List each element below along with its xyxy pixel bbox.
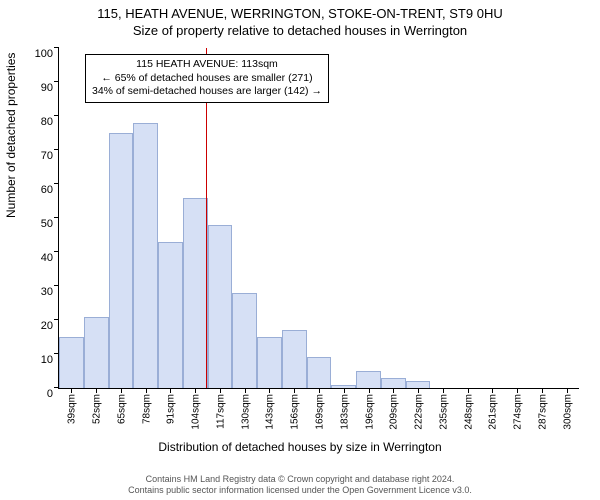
x-tick-label: 104sqm [189,394,202,430]
x-tick-mark [121,388,122,393]
histogram-bar [232,293,257,388]
x-tick-label: 78sqm [139,394,152,424]
x-tick-mark [393,388,394,393]
x-tick-label: 209sqm [387,394,400,430]
histogram-bar [381,378,406,388]
x-tick-label: 261sqm [486,394,499,430]
y-tick-label: 70 [41,150,59,162]
y-tick-label: 100 [35,48,59,60]
x-tick-label: 274sqm [511,394,524,430]
y-tick-mark [54,183,59,184]
x-axis-label: Distribution of detached houses by size … [0,440,600,454]
footer-line1: Contains HM Land Registry data © Crown c… [0,474,600,485]
histogram-bar [257,337,282,388]
y-tick-mark [54,285,59,286]
x-tick-label: 39sqm [65,394,78,424]
x-tick-mark [492,388,493,393]
y-tick-label: 40 [41,252,59,264]
x-tick-mark [369,388,370,393]
x-tick-mark [319,388,320,393]
y-tick-label: 0 [47,388,59,400]
histogram-bar [183,198,208,388]
x-tick-label: 300sqm [560,394,573,430]
x-tick-mark [245,388,246,393]
annotation-line1: 115 HEATH AVENUE: 113sqm [92,58,322,72]
y-axis-label: Number of detached properties [4,53,18,218]
histogram-bar [158,242,183,388]
chart-title: 115, HEATH AVENUE, WERRINGTON, STOKE-ON-… [0,0,600,21]
footer-attribution: Contains HM Land Registry data © Crown c… [0,474,600,496]
x-tick-label: 117sqm [213,394,226,429]
annotation-line3: 34% of semi-detached houses are larger (… [92,85,322,99]
x-tick-mark [195,388,196,393]
x-tick-mark [294,388,295,393]
x-tick-mark [269,388,270,393]
plot-area: 115 HEATH AVENUE: 113sqm ← 65% of detach… [58,48,579,389]
x-tick-label: 196sqm [362,394,375,430]
x-tick-mark [517,388,518,393]
histogram-bar [356,371,381,388]
x-tick-mark [170,388,171,393]
y-tick-label: 80 [41,116,59,128]
histogram-bar [307,357,332,388]
y-tick-label: 30 [41,286,59,298]
chart-subtitle: Size of property relative to detached ho… [0,21,600,38]
x-tick-label: 183sqm [337,394,350,430]
histogram-bar [208,225,233,388]
y-tick-mark [54,319,59,320]
y-tick-label: 50 [41,218,59,230]
x-tick-mark [96,388,97,393]
x-tick-mark [344,388,345,393]
x-tick-mark [146,388,147,393]
x-tick-mark [567,388,568,393]
x-tick-label: 169sqm [313,394,326,430]
annotation-box: 115 HEATH AVENUE: 113sqm ← 65% of detach… [85,54,329,103]
x-tick-mark [220,388,221,393]
histogram-bar [406,381,431,388]
histogram-bar [282,330,307,388]
footer-line2: Contains public sector information licen… [0,485,600,496]
y-tick-label: 60 [41,184,59,196]
histogram-bar [109,133,134,388]
histogram-bar [84,317,109,388]
x-tick-label: 222sqm [412,394,425,430]
y-tick-mark [54,47,59,48]
x-tick-mark [71,388,72,393]
histogram-bar [331,385,356,388]
x-tick-label: 143sqm [263,394,276,430]
x-tick-mark [418,388,419,393]
y-tick-label: 90 [41,82,59,94]
x-tick-mark [542,388,543,393]
x-tick-label: 235sqm [436,394,449,430]
x-tick-label: 65sqm [114,394,127,424]
histogram-bar [59,337,84,388]
annotation-line2: ← 65% of detached houses are smaller (27… [92,72,322,86]
x-tick-label: 52sqm [90,394,103,424]
y-tick-label: 10 [41,354,59,366]
x-tick-label: 91sqm [164,394,177,424]
y-tick-mark [54,251,59,252]
y-tick-mark [54,217,59,218]
x-tick-label: 287sqm [535,394,548,430]
x-tick-label: 156sqm [288,394,301,430]
chart-container: 115, HEATH AVENUE, WERRINGTON, STOKE-ON-… [0,0,600,500]
y-tick-mark [54,115,59,116]
y-tick-mark [54,149,59,150]
x-tick-mark [443,388,444,393]
y-tick-label: 20 [41,320,59,332]
y-tick-mark [54,81,59,82]
x-tick-mark [468,388,469,393]
x-tick-label: 248sqm [461,394,474,430]
x-tick-label: 130sqm [238,394,251,430]
histogram-bar [133,123,158,388]
